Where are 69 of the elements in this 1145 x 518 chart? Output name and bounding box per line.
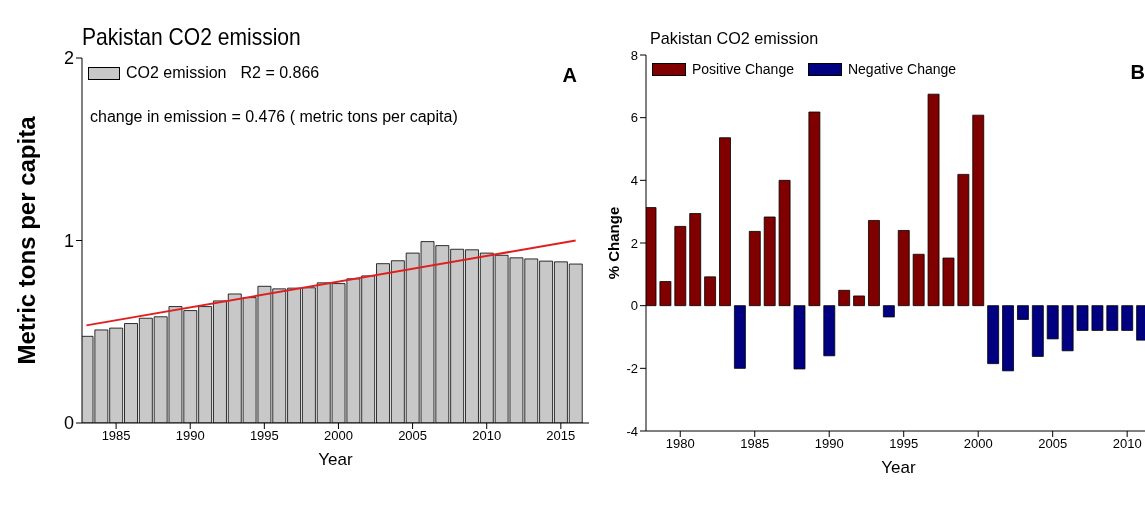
- legend-label: CO2 emission: [126, 64, 227, 82]
- bar: [897, 230, 910, 307]
- x-tick-label: 2000: [963, 436, 993, 452]
- x-tick-label: 2000: [324, 428, 353, 444]
- bar: [734, 305, 746, 369]
- y-tick-label: 4: [630, 172, 638, 188]
- y-tick-label: 8: [630, 47, 638, 63]
- y-tick-label: 1: [63, 230, 74, 251]
- x-tick-label: 1985: [101, 428, 131, 444]
- x-tick-label: 1990: [175, 428, 205, 444]
- bar: [882, 305, 895, 318]
- bar: [719, 137, 731, 307]
- bar: [912, 253, 925, 307]
- annotation: A: [562, 64, 577, 87]
- x-tick-label: 2010: [472, 428, 502, 444]
- bar: [1106, 305, 1119, 331]
- legend-label: Positive Change: [692, 61, 794, 77]
- bar: [748, 231, 761, 307]
- x-axis-title: Year: [881, 458, 917, 477]
- bar: [1091, 305, 1104, 331]
- y-tick-label: -2: [626, 360, 638, 376]
- x-tick-label: 1985: [740, 436, 770, 452]
- bar: [942, 257, 955, 307]
- x-tick-label: 1980: [665, 436, 695, 452]
- y-tick-label: 0: [630, 298, 638, 314]
- legend-label: Negative Change: [847, 61, 957, 77]
- x-tick-label: 1995: [889, 436, 919, 452]
- bar: [793, 305, 806, 370]
- x-tick-label: 2005: [398, 428, 428, 444]
- x-tick-label: 2010: [1112, 436, 1142, 452]
- chart-title: Pakistan CO2 emission: [650, 29, 819, 48]
- y-tick-label: 2: [63, 48, 74, 69]
- bar: [659, 281, 672, 307]
- chart-title: Pakistan CO2 emission: [82, 24, 301, 51]
- bar: [957, 173, 970, 307]
- bar: [838, 289, 851, 307]
- bar: [704, 276, 717, 307]
- y-tick-label: 2: [630, 235, 638, 251]
- x-tick-label: 1990: [814, 436, 844, 452]
- bar: [1002, 305, 1014, 372]
- x-tick-label: 2005: [1038, 436, 1068, 452]
- bar: [987, 305, 1000, 365]
- bar: [1076, 305, 1089, 331]
- bar: [927, 93, 940, 307]
- x-axis-title: Year: [318, 450, 354, 469]
- y-axis-title: Metric tons per capita: [12, 115, 40, 365]
- bar: [1017, 305, 1029, 320]
- annotation: B: [1130, 61, 1145, 84]
- annotation: change in emission = 0.476 ( metric tons per capita): [90, 108, 458, 126]
- bar: [868, 220, 880, 307]
- bar: [689, 213, 702, 307]
- bar: [763, 216, 776, 307]
- y-axis-title: % Change: [605, 206, 623, 280]
- bar: [778, 179, 791, 307]
- annotation: R2 = 0.866: [240, 64, 320, 82]
- y-tick-label: -4: [626, 423, 638, 439]
- bar: [972, 114, 985, 307]
- y-tick-label: 0: [63, 413, 74, 434]
- x-tick-label: 2015: [546, 428, 576, 444]
- bar: [674, 225, 687, 307]
- bar: [1046, 305, 1059, 340]
- bar: [1121, 305, 1134, 331]
- y-tick-label: 6: [630, 110, 638, 126]
- bar: [808, 111, 821, 307]
- bar: [853, 295, 865, 307]
- bar: [1031, 305, 1044, 357]
- x-tick-label: 1995: [249, 428, 279, 444]
- bar: [1061, 305, 1074, 352]
- bar: [823, 305, 836, 357]
